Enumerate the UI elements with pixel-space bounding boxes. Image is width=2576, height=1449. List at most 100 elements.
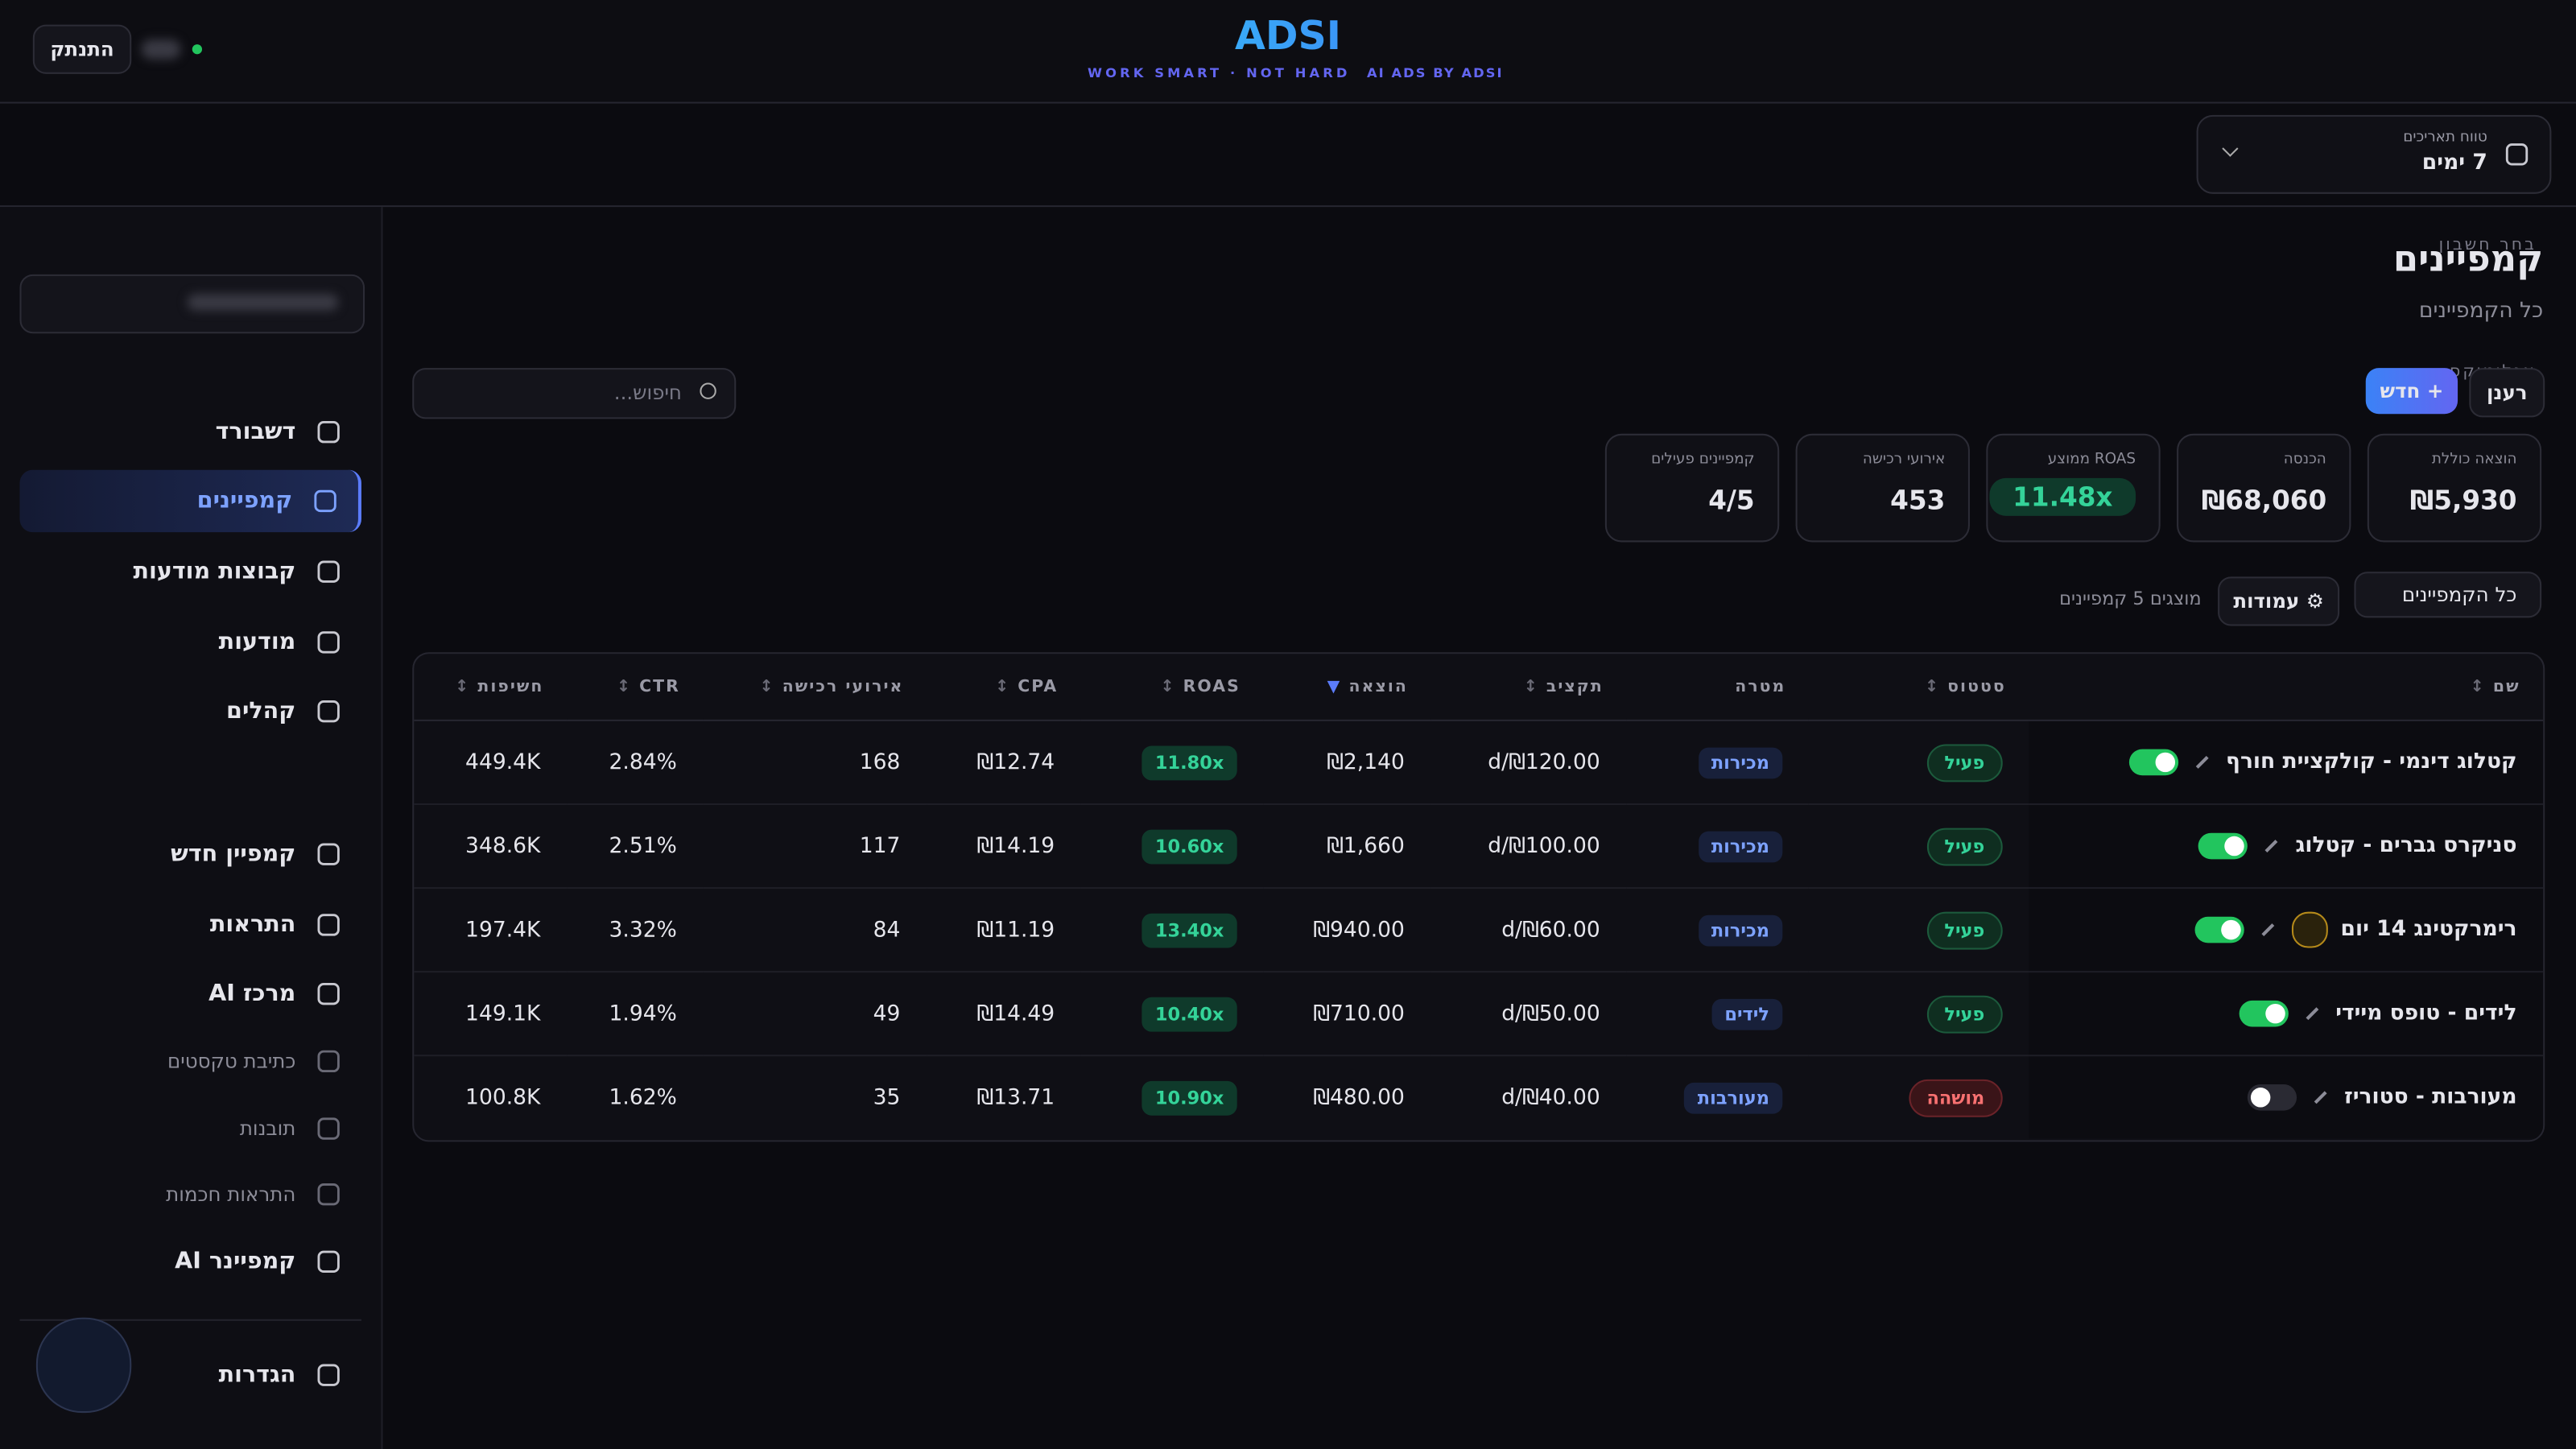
campaign-count: מוצגים 5 קמפיינים (2059, 588, 2202, 610)
column-header[interactable]: CPA (927, 654, 1081, 721)
goal-pill: מכירות (1698, 830, 1783, 862)
kpi-label: אירועי רכישה (1862, 452, 1946, 469)
nav-item[interactable]: דשבורד (19, 401, 361, 464)
toggle[interactable] (2238, 1000, 2289, 1027)
nav-item[interactable]: כתיבת טקסטים (19, 1030, 361, 1093)
toggle[interactable] (2128, 749, 2178, 776)
nav-item[interactable]: קבוצות מודעות (19, 540, 361, 603)
edit-icon[interactable] (2195, 756, 2209, 769)
cell-ctr: 1.62% (567, 1055, 703, 1138)
nav-icon (317, 1183, 340, 1206)
cpa: ₪14.19 (976, 833, 1055, 859)
header-row: שםסטטוסמטרהתקציבהוצאהROASCPAאירועי רכישה… (414, 654, 2544, 721)
column-header[interactable]: הוצאה (1263, 654, 1431, 721)
nav-item[interactable]: מודעות (19, 611, 361, 674)
crown-icon (2291, 911, 2328, 948)
date-range-picker[interactable]: טווח תאריכים 7 ימים (2196, 114, 2552, 194)
thead: שםסטטוסמטרהתקציבהוצאהROASCPAאירועי רכישה… (414, 654, 2544, 721)
roas: 11.80x (1141, 745, 1237, 780)
page-title: קמפיינים (2392, 239, 2544, 281)
spend: ₪940.00 (1313, 917, 1405, 943)
column-header[interactable]: שם (2029, 654, 2544, 721)
edit-icon[interactable] (2305, 1007, 2318, 1021)
cell-cpa: ₪14.19 (927, 803, 1081, 890)
nav-item[interactable]: קמפיינים (19, 469, 361, 533)
column-header[interactable]: CTR (567, 654, 704, 721)
header (0, 0, 2576, 104)
cell-impressions: 100.8K (414, 1055, 567, 1138)
edit-icon[interactable] (2265, 840, 2278, 852)
search-icon (700, 382, 716, 399)
logout-button[interactable]: התנתק (32, 24, 132, 74)
nav-label: דשבורד (215, 419, 296, 446)
nav-item[interactable]: קמפיינר AI (19, 1231, 361, 1294)
kpi-value: 4/5 (1708, 485, 1755, 516)
cell-cpa: ₪12.74 (927, 720, 1081, 805)
edit-icon[interactable] (2314, 1091, 2327, 1104)
nav-item[interactable]: התראות חכמות (19, 1163, 361, 1226)
cell-budget: d/₪100.00 (1430, 803, 1627, 890)
nav-item[interactable]: מרכז AI (19, 963, 361, 1026)
ctr: 2.84% (609, 749, 677, 775)
edit-icon[interactable] (2260, 923, 2274, 937)
roas: 13.40x (1141, 912, 1237, 947)
goal-pill: לידים (1711, 997, 1783, 1030)
refresh-button[interactable]: רענן (2469, 368, 2545, 418)
nav-icon (317, 421, 340, 444)
chevron (2222, 140, 2239, 157)
nav-item[interactable]: התראות (19, 894, 361, 956)
column-header[interactable]: סטטוס (1808, 654, 2029, 721)
cell-roas: 10.60x (1080, 803, 1264, 890)
cell-impressions: 348.6K (414, 803, 568, 890)
toggle[interactable] (2194, 916, 2244, 943)
columns-button[interactable]: ⚙ עמודות (2218, 576, 2340, 626)
toggle[interactable] (2198, 832, 2248, 860)
cell-ctr: 3.32% (567, 888, 704, 973)
nav-icon (317, 1050, 340, 1073)
kpi-value: 11.48x (1989, 477, 2136, 516)
page-subtitle: כל הקמפיינים (2418, 299, 2544, 324)
nav-label: התראות (209, 911, 296, 939)
column-header[interactable]: אירועי רכישה (703, 654, 927, 721)
column-header[interactable]: ROAS (1080, 654, 1264, 721)
cell-purchases: 49 (703, 972, 927, 1057)
cell-impressions: 449.4K (414, 720, 568, 805)
cell-impressions: 197.4K (414, 888, 568, 973)
nav-icon (314, 489, 336, 513)
cell-name: לידים - טופס מיידי (2029, 972, 2544, 1057)
campaign-filter[interactable]: כל הקמפיינים (2354, 572, 2542, 618)
nav-item[interactable]: קמפיין חדש (19, 823, 361, 886)
logo: ADSI (1124, 13, 1452, 59)
column-header: מטרה (1626, 654, 1809, 721)
date-range-label: טווח תאריכים (2403, 130, 2487, 147)
column-header[interactable]: תקציב (1430, 654, 1627, 721)
cell-roas: 10.90x (1081, 1055, 1264, 1138)
cell-purchases: 168 (703, 720, 927, 805)
nav-item[interactable]: קהלים (19, 680, 361, 743)
toggle-knob (2264, 1003, 2285, 1024)
nav-icon (317, 914, 340, 936)
ai-bot-button[interactable] (35, 1317, 132, 1414)
toggle-knob (2155, 752, 2175, 773)
nav-item[interactable]: תובנות (19, 1097, 361, 1160)
cell-spend: ₪2,140 (1263, 720, 1431, 805)
spend: ₪710.00 (1313, 1001, 1405, 1026)
status-pill: מושהה (1909, 1078, 2003, 1117)
budget: d/₪50.00 (1501, 1001, 1600, 1026)
new-button[interactable]: + חדש (2365, 368, 2458, 415)
cell-name: מעורבות - סטוריז (2029, 1055, 2544, 1139)
toggle[interactable] (2247, 1084, 2297, 1111)
budget: d/₪100.00 (1488, 833, 1600, 859)
cell-status: פעיל (1808, 972, 2029, 1057)
cell-purchases: 35 (703, 1055, 927, 1138)
kpi-value: 453 (1890, 485, 1946, 516)
campaign-row: סניקרס גברים - קטלוג פעיל מכירות d/₪100.00 ₪… (414, 803, 2544, 890)
nav-icon (317, 560, 340, 583)
column-header[interactable]: חשיפות (414, 654, 568, 721)
cell-name: סניקרס גברים - קטלוג (2029, 803, 2544, 890)
cell-goal: מכירות (1626, 888, 1809, 973)
nav-item[interactable]: הגדרות (19, 1344, 361, 1406)
account-blurred (187, 294, 339, 311)
cell-purchases: 84 (703, 888, 927, 973)
search-box[interactable]: חיפוש... (412, 368, 737, 419)
